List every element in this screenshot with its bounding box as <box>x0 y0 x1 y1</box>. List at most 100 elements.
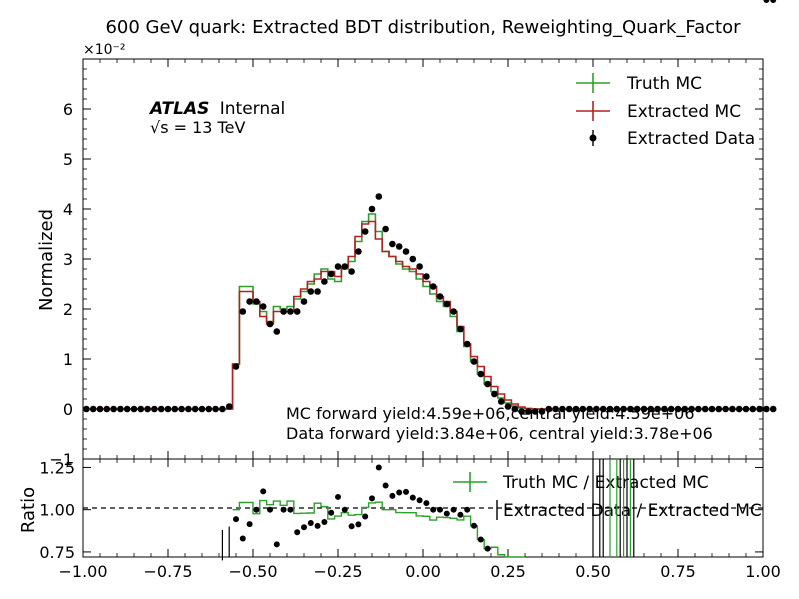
ratio-data-point <box>328 509 335 516</box>
data-point <box>103 405 111 413</box>
data-point <box>681 405 689 413</box>
y-tick-label: 2 <box>63 300 73 319</box>
ratio-y-tick-label: 1.25 <box>39 458 75 477</box>
data-point <box>552 405 559 413</box>
data-point <box>477 370 485 378</box>
ratio-data-point <box>430 506 437 513</box>
y-tick-label: 0 <box>63 400 73 419</box>
data-point <box>742 405 750 413</box>
data-point <box>613 405 621 413</box>
data-point <box>246 298 253 305</box>
data-point <box>450 308 457 315</box>
data-point <box>756 405 763 413</box>
data-point <box>321 278 328 285</box>
ratio-data-point <box>477 536 484 543</box>
atlas-label: ATLAS Internal <box>148 99 285 119</box>
data-point <box>640 405 648 413</box>
ratio-data-point <box>355 521 362 528</box>
ratio-data-point <box>321 518 328 525</box>
ratio-data-point <box>246 521 253 528</box>
data-point <box>389 240 396 248</box>
extracted-mc-series <box>83 220 763 410</box>
data-point <box>402 248 410 255</box>
ratio-data-point <box>301 524 307 531</box>
data-point <box>429 283 437 290</box>
data-point <box>565 405 573 413</box>
data-point <box>763 405 770 413</box>
data-point <box>735 405 743 413</box>
data-point <box>307 288 315 295</box>
ratio-data-point <box>314 522 321 529</box>
data-point <box>661 405 668 413</box>
data-point <box>572 405 580 413</box>
ratio-data-point <box>450 506 457 513</box>
data-point <box>327 270 335 278</box>
data-point <box>239 308 247 315</box>
ratio-data-point <box>396 489 403 496</box>
chart-title: 600 GeV quark: Extracted BDT distributio… <box>105 17 741 38</box>
data-point <box>395 243 403 250</box>
data-point <box>259 303 267 310</box>
data-point <box>212 405 219 413</box>
legend-truth-mc: Truth MC <box>626 74 702 94</box>
data-point <box>198 405 206 413</box>
data-point <box>382 225 389 233</box>
legend-ratio-data: Extracted Data / Extracted MC <box>503 501 762 521</box>
data-point <box>266 320 274 328</box>
y-tick-label: 5 <box>63 150 73 169</box>
data-point <box>300 298 308 305</box>
ratio-data-point <box>369 495 375 502</box>
y-tick-label: 3 <box>63 250 73 269</box>
ratio-data-point <box>362 513 369 520</box>
data-point <box>463 340 471 348</box>
ratio-data-point <box>423 500 430 507</box>
ratio-data-point <box>273 541 280 548</box>
data-point <box>83 405 90 413</box>
annotation-mc-yield: MC forward yield:4.59e+06,central yield:… <box>286 404 695 423</box>
data-point <box>586 405 593 413</box>
x-tick-label: 0.50 <box>575 562 611 581</box>
data-point <box>749 405 757 413</box>
data-point <box>497 398 505 405</box>
ratio-data-point <box>341 506 348 513</box>
ratio-data-point <box>382 482 389 489</box>
data-point <box>538 408 546 415</box>
data-point <box>314 288 321 295</box>
data-point <box>715 405 723 413</box>
ratio-data-point <box>464 506 471 513</box>
data-point <box>654 405 661 413</box>
x-tick-label: −1.00 <box>58 562 107 581</box>
y-axis-label-ratio: Ratio <box>18 487 39 533</box>
data-point <box>123 405 131 413</box>
truth-mc-series <box>83 213 763 410</box>
ratio-data-point <box>280 506 287 513</box>
data-point <box>164 405 172 413</box>
data-point <box>606 405 614 413</box>
energy-label: √s = 13 TeV <box>150 118 245 137</box>
ratio-data-point <box>375 464 382 471</box>
data-point <box>593 405 600 413</box>
data-point <box>368 205 376 213</box>
data-point <box>443 300 451 308</box>
data-point <box>695 405 702 413</box>
data-point <box>579 405 587 413</box>
extracted-data-series <box>83 193 777 415</box>
y-tick-label: 6 <box>63 100 73 119</box>
data-point <box>409 255 417 263</box>
legend-extracted-data: Extracted Data <box>627 129 755 149</box>
ratio-data-point <box>403 488 409 495</box>
ratio-data-point <box>294 529 301 536</box>
data-point <box>96 405 104 413</box>
data-point <box>491 390 498 398</box>
data-point <box>287 308 294 315</box>
x-ticks: −1.00 −0.75 −0.50 −0.25 0.00 0.25 0.50 0.75 1.00 <box>58 59 781 581</box>
data-point <box>355 248 362 255</box>
data-point <box>457 325 464 333</box>
data-point <box>334 263 342 270</box>
y-axis-label-main: Normalized <box>36 209 57 311</box>
ratio-data-point <box>267 506 273 513</box>
ratio-data-point <box>416 497 423 504</box>
ratio-data-point <box>348 523 355 530</box>
y-tick-label: 4 <box>63 200 73 219</box>
data-point <box>157 405 165 413</box>
